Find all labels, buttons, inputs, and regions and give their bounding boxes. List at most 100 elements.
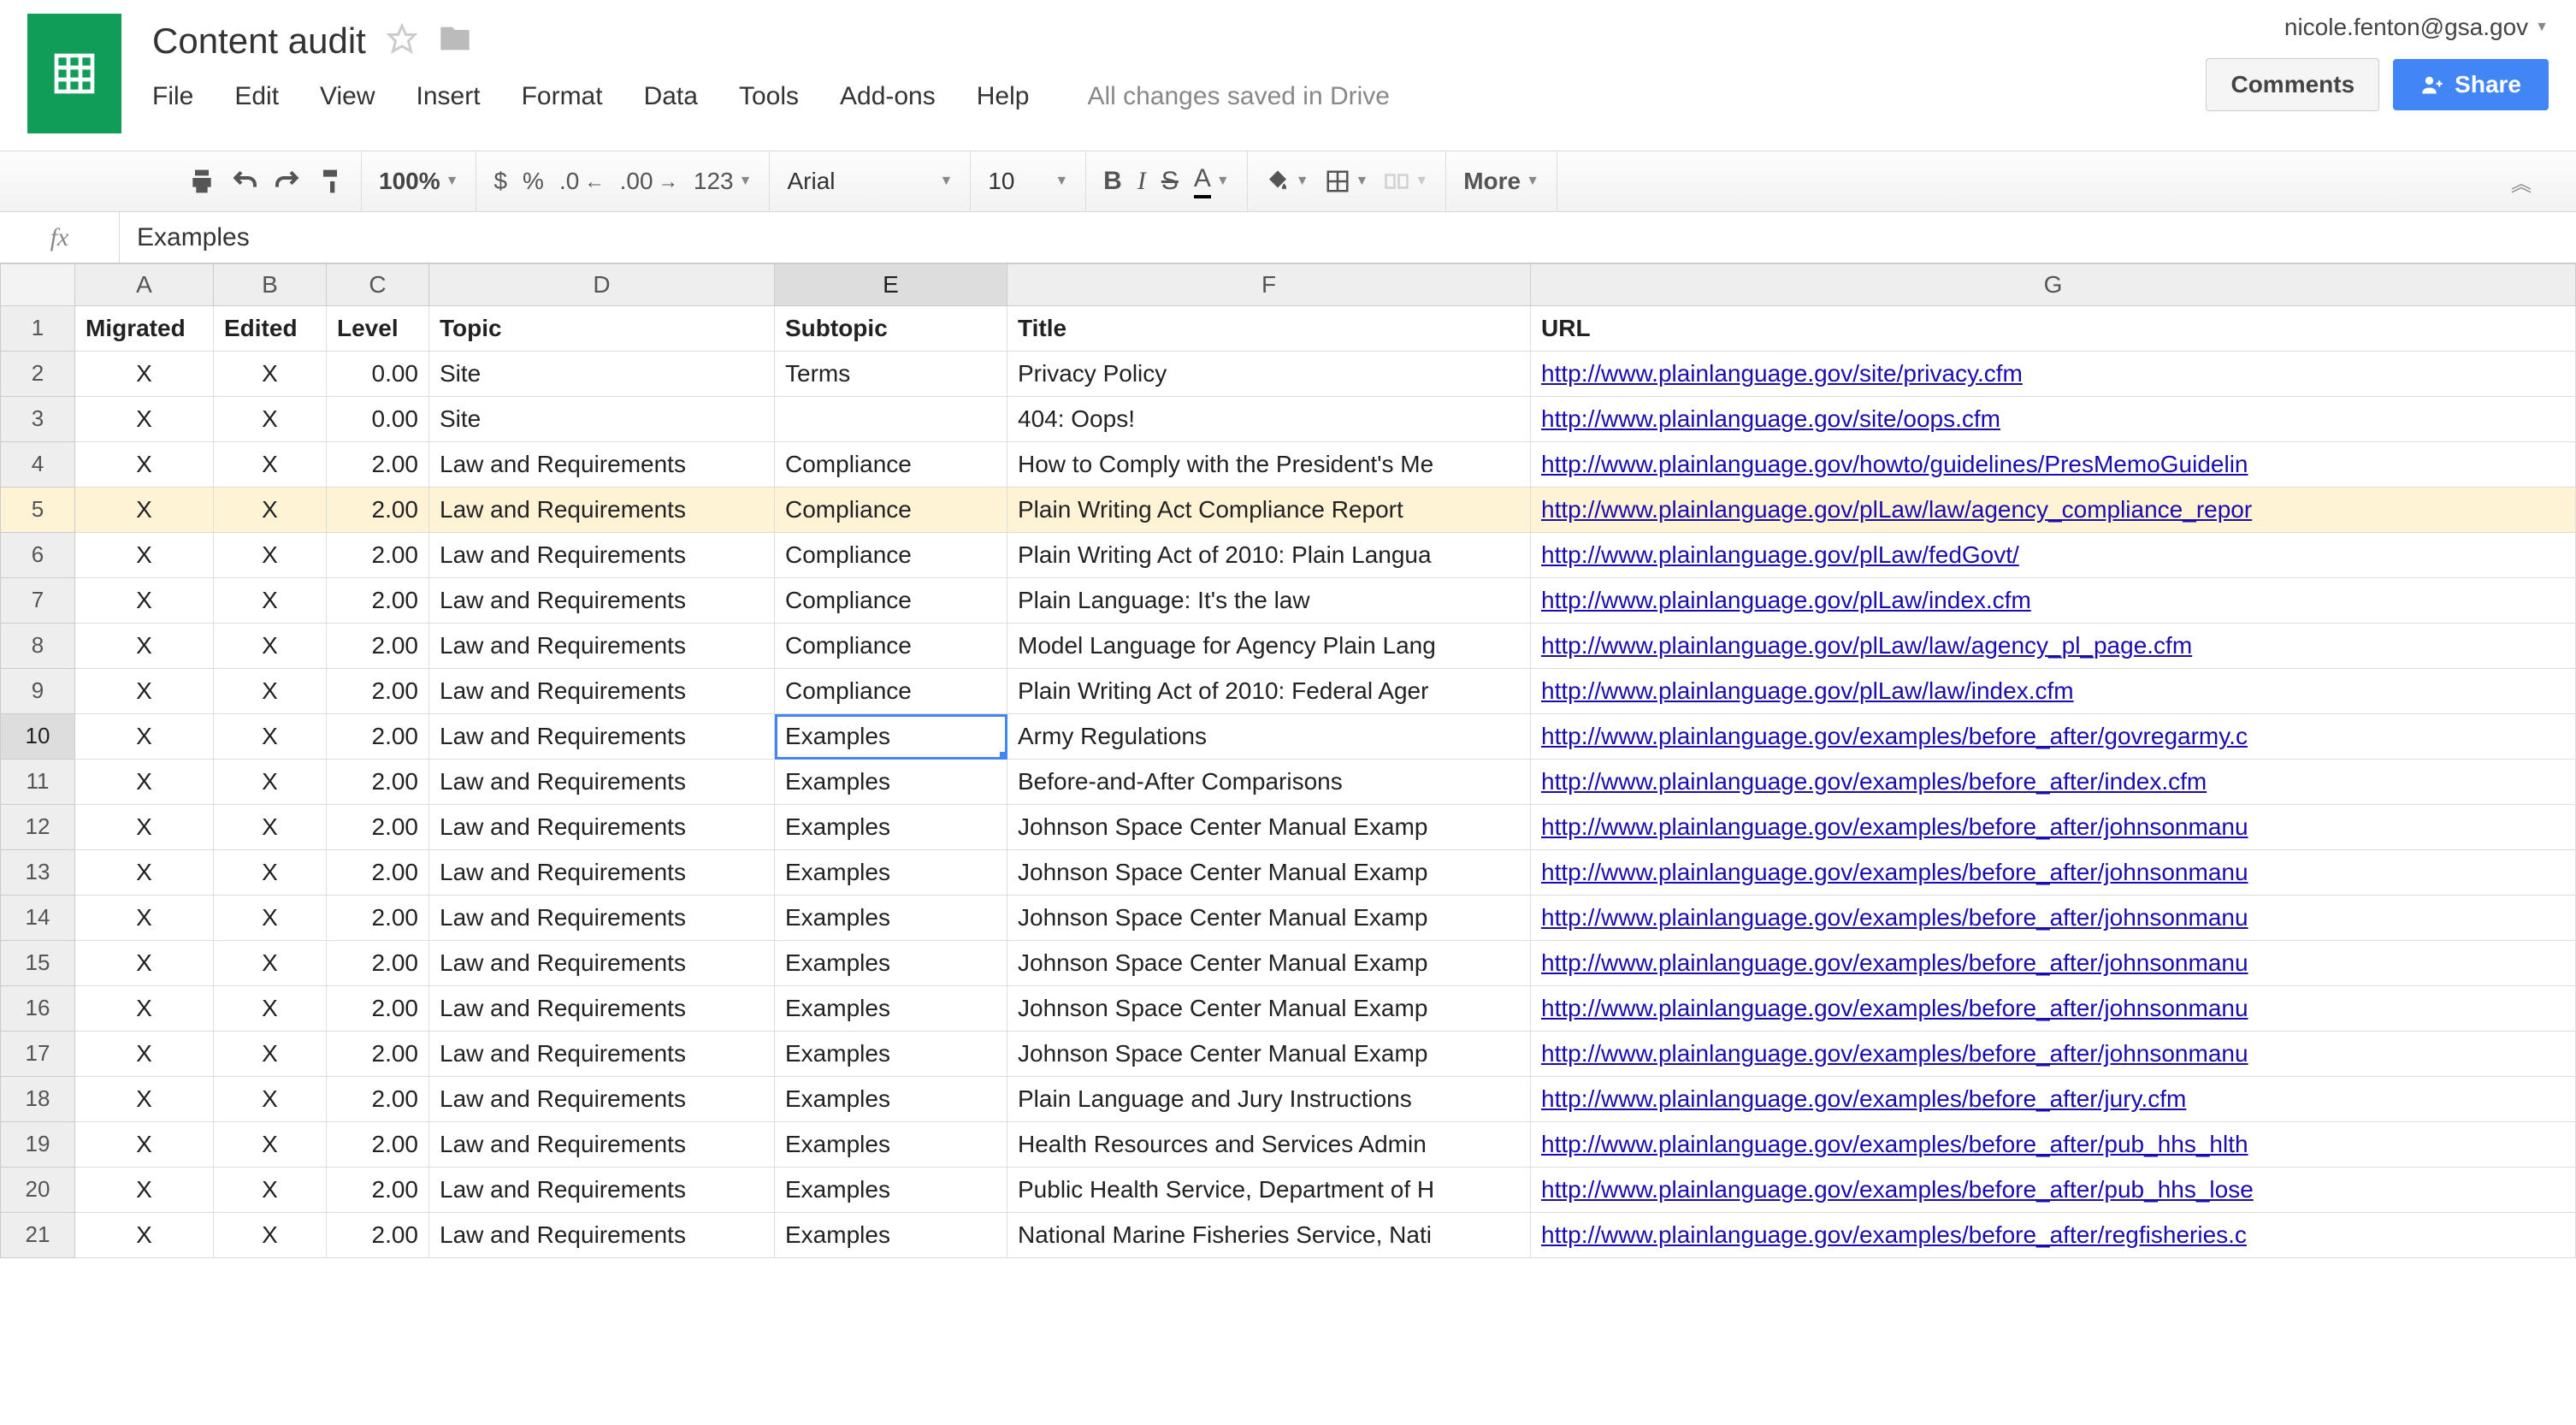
cell[interactable]: X xyxy=(75,896,214,941)
cell[interactable]: Law and Requirements xyxy=(429,624,775,669)
cell-link[interactable]: http://www.plainlanguage.gov/plLaw/fedGo… xyxy=(1531,533,2576,578)
cell[interactable]: URL xyxy=(1531,306,2576,352)
cell[interactable]: Examples xyxy=(775,896,1007,941)
cell[interactable]: Compliance xyxy=(775,442,1007,488)
cell[interactable]: 2.00 xyxy=(327,442,429,488)
menu-addons[interactable]: Add-ons xyxy=(840,82,936,111)
cell[interactable]: Johnson Space Center Manual Examp xyxy=(1007,986,1531,1032)
col-header-e[interactable]: E xyxy=(775,263,1007,306)
cell[interactable]: X xyxy=(75,941,214,986)
cell[interactable]: Examples xyxy=(775,941,1007,986)
cell[interactable]: X xyxy=(75,352,214,397)
redo-icon[interactable] xyxy=(274,168,301,195)
cell[interactable]: X xyxy=(214,850,327,896)
zoom-select[interactable]: 100% ▼ xyxy=(379,168,458,195)
cell[interactable]: Site xyxy=(429,352,775,397)
share-button[interactable]: Share xyxy=(2393,59,2549,110)
cell-link[interactable]: http://www.plainlanguage.gov/examples/be… xyxy=(1531,986,2576,1032)
cell[interactable]: X xyxy=(75,1077,214,1122)
row-header[interactable]: 1 xyxy=(0,306,75,352)
italic-button[interactable]: I xyxy=(1137,167,1146,196)
cell-link[interactable]: http://www.plainlanguage.gov/plLaw/index… xyxy=(1531,578,2576,624)
cell[interactable]: X xyxy=(214,986,327,1032)
cell[interactable]: Examples xyxy=(775,760,1007,805)
cell[interactable]: 2.00 xyxy=(327,488,429,533)
cell[interactable]: Plain Language: It's the law xyxy=(1007,578,1531,624)
cell[interactable]: 2.00 xyxy=(327,1032,429,1077)
cell[interactable]: How to Comply with the President's Me xyxy=(1007,442,1531,488)
cell[interactable]: Site xyxy=(429,397,775,442)
cell-link[interactable]: http://www.plainlanguage.gov/examples/be… xyxy=(1531,714,2576,760)
cell[interactable]: X xyxy=(75,760,214,805)
cell[interactable]: Migrated xyxy=(75,306,214,352)
print-icon[interactable] xyxy=(188,168,216,195)
cell[interactable]: Public Health Service, Department of H xyxy=(1007,1168,1531,1213)
cell[interactable]: Model Language for Agency Plain Lang xyxy=(1007,624,1531,669)
cell[interactable]: Johnson Space Center Manual Examp xyxy=(1007,850,1531,896)
cell-link[interactable]: http://www.plainlanguage.gov/plLaw/law/i… xyxy=(1531,669,2576,714)
cell[interactable]: Examples xyxy=(775,1122,1007,1168)
cell[interactable]: X xyxy=(214,442,327,488)
cell-link[interactable]: http://www.plainlanguage.gov/site/oops.c… xyxy=(1531,397,2576,442)
doc-title[interactable]: Content audit xyxy=(152,21,366,62)
cell[interactable]: Examples xyxy=(775,986,1007,1032)
cell[interactable]: X xyxy=(214,714,327,760)
col-header-f[interactable]: F xyxy=(1007,263,1531,306)
row-header[interactable]: 6 xyxy=(0,533,75,578)
cell[interactable]: 2.00 xyxy=(327,1168,429,1213)
cell[interactable]: Compliance xyxy=(775,488,1007,533)
cell[interactable]: Law and Requirements xyxy=(429,714,775,760)
format-currency[interactable]: $ xyxy=(493,168,507,195)
cell[interactable]: Subtopic xyxy=(775,306,1007,352)
row-header[interactable]: 18 xyxy=(0,1077,75,1122)
cell[interactable]: X xyxy=(75,986,214,1032)
cell[interactable]: X xyxy=(214,1213,327,1258)
decrease-decimal[interactable]: .0← xyxy=(559,168,605,195)
row-header[interactable]: 10 xyxy=(0,714,75,760)
cell[interactable]: X xyxy=(75,624,214,669)
cell[interactable]: 2.00 xyxy=(327,760,429,805)
cell[interactable]: X xyxy=(214,533,327,578)
cell[interactable]: Examples xyxy=(775,714,1007,760)
menu-tools[interactable]: Tools xyxy=(739,82,799,111)
cell[interactable]: Compliance xyxy=(775,578,1007,624)
paint-format-icon[interactable] xyxy=(316,168,344,195)
cell[interactable]: Law and Requirements xyxy=(429,1077,775,1122)
cell[interactable]: X xyxy=(214,397,327,442)
cell[interactable]: 2.00 xyxy=(327,1213,429,1258)
more-button[interactable]: More ▼ xyxy=(1463,168,1539,195)
cell[interactable]: X xyxy=(214,941,327,986)
cell[interactable]: 2.00 xyxy=(327,669,429,714)
comments-button[interactable]: Comments xyxy=(2206,58,2379,111)
text-color-button[interactable]: A ▼ xyxy=(1194,164,1230,198)
row-header[interactable]: 11 xyxy=(0,760,75,805)
row-header[interactable]: 7 xyxy=(0,578,75,624)
col-header-b[interactable]: B xyxy=(214,263,327,306)
cell[interactable]: X xyxy=(75,1122,214,1168)
cell[interactable]: X xyxy=(75,669,214,714)
cell[interactable]: X xyxy=(75,488,214,533)
folder-icon[interactable] xyxy=(438,21,472,62)
cell[interactable]: Title xyxy=(1007,306,1531,352)
menu-format[interactable]: Format xyxy=(522,82,603,111)
select-all-corner[interactable] xyxy=(0,263,75,306)
cell[interactable]: X xyxy=(75,397,214,442)
cell[interactable]: Topic xyxy=(429,306,775,352)
cell[interactable]: 2.00 xyxy=(327,714,429,760)
cell[interactable]: Plain Writing Act of 2010: Federal Ager xyxy=(1007,669,1531,714)
cell[interactable]: Law and Requirements xyxy=(429,1213,775,1258)
col-header-g[interactable]: G xyxy=(1531,263,2576,306)
cell-link[interactable]: http://www.plainlanguage.gov/examples/be… xyxy=(1531,1032,2576,1077)
cell[interactable]: X xyxy=(214,352,327,397)
menu-data[interactable]: Data xyxy=(644,82,698,111)
menu-help[interactable]: Help xyxy=(977,82,1030,111)
row-header[interactable]: 13 xyxy=(0,850,75,896)
row-header[interactable]: 3 xyxy=(0,397,75,442)
cell[interactable]: Johnson Space Center Manual Examp xyxy=(1007,896,1531,941)
cell[interactable]: Level xyxy=(327,306,429,352)
cell[interactable]: Compliance xyxy=(775,533,1007,578)
cell-link[interactable]: http://www.plainlanguage.gov/examples/be… xyxy=(1531,1213,2576,1258)
cell[interactable]: X xyxy=(75,442,214,488)
cell[interactable]: Law and Requirements xyxy=(429,986,775,1032)
row-header[interactable]: 8 xyxy=(0,624,75,669)
